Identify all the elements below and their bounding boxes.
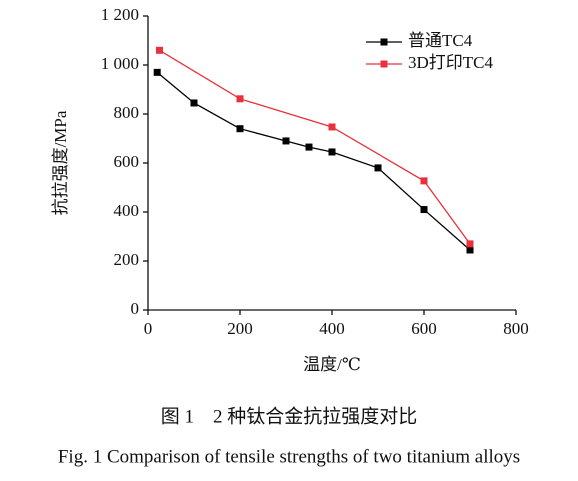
y-tick-label: 600	[114, 152, 140, 171]
y-axis-label: 抗拉强度/MPa	[51, 110, 70, 215]
data-point	[153, 68, 161, 76]
y-tick-label: 0	[131, 299, 140, 318]
legend-marker	[380, 38, 388, 46]
data-point	[305, 143, 313, 151]
x-tick-label: 800	[503, 319, 529, 338]
data-point	[466, 246, 474, 254]
y-tick-label: 1 200	[101, 5, 139, 24]
x-tick-label: 400	[319, 319, 345, 338]
y-tick-label: 400	[114, 201, 140, 220]
y-tick-label: 200	[114, 250, 140, 269]
data-point	[328, 148, 336, 156]
legend-marker	[380, 60, 388, 68]
y-tick-label: 800	[114, 103, 140, 122]
x-tick-label: 0	[144, 319, 153, 338]
data-point	[420, 206, 428, 214]
series-line	[159, 49, 471, 245]
data-point	[236, 95, 244, 103]
y-tick-label: 1 000	[101, 54, 139, 73]
x-axis-label: 温度/℃	[303, 355, 361, 374]
data-point	[190, 99, 198, 107]
legend-label: 3D打印TC4	[408, 53, 493, 72]
data-point	[328, 123, 336, 131]
data-point	[282, 137, 290, 145]
legend-label: 普通TC4	[408, 31, 473, 50]
x-tick-label: 200	[227, 319, 253, 338]
x-tick-label: 600	[411, 319, 437, 338]
caption: 图 1 2 种钛合金抗拉强度对比	[161, 405, 418, 427]
data-point	[420, 177, 428, 185]
data-point	[156, 46, 163, 54]
series-line	[156, 71, 471, 251]
data-point	[466, 240, 474, 248]
data-point	[236, 125, 244, 133]
caption-en: Fig. 1 Comparison of tensile strengths o…	[58, 446, 520, 467]
data-point	[374, 164, 382, 172]
